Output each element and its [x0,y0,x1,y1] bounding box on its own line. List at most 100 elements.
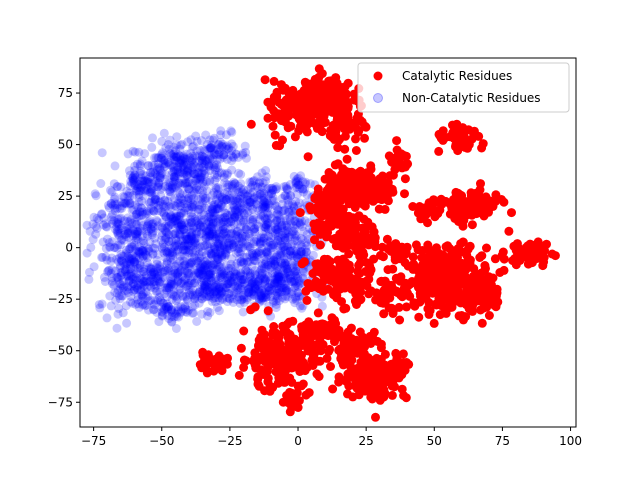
data-point [359,250,369,260]
data-point [142,206,152,216]
data-point [216,126,226,136]
data-point [214,234,224,244]
data-point [211,163,220,173]
data-point [128,190,138,200]
data-point [286,246,296,256]
data-point [451,187,461,197]
data-point [203,357,213,367]
data-point [117,197,127,207]
data-point [130,179,140,189]
data-point [197,151,207,161]
data-point [204,144,214,154]
data-point [146,172,156,182]
data-point [213,149,223,159]
data-point [140,209,150,219]
data-point [343,339,353,349]
y-tick-label: −25 [48,292,73,306]
data-point [175,211,185,221]
data-point [189,169,199,179]
data-point [184,185,194,195]
data-point [171,296,181,306]
data-point [252,235,262,245]
data-point [113,217,123,227]
data-point [315,335,325,345]
data-point [191,174,201,184]
data-point [116,240,125,250]
data-point [224,143,234,153]
data-point [164,182,174,192]
data-point [179,206,189,216]
data-point [171,324,181,333]
data-point [323,284,333,294]
data-point [277,206,287,216]
data-point [402,302,411,312]
data-point [172,165,181,175]
data-point [476,296,486,306]
data-point [209,150,219,160]
data-point [360,133,369,143]
data-point [278,366,287,375]
data-point [113,214,123,224]
data-point [133,248,143,258]
data-point [204,161,214,171]
data-point [202,177,211,187]
data-point [97,252,107,262]
data-point [131,209,141,219]
data-point [209,160,219,170]
data-point [165,135,175,145]
data-point [491,291,501,301]
data-point [147,219,157,229]
data-point [324,192,334,202]
data-point [218,224,228,234]
data-point [227,165,237,175]
data-point [216,130,226,140]
data-point [205,143,215,153]
data-point [182,170,192,180]
data-point [253,206,263,216]
data-point [215,219,225,229]
data-point [199,182,209,191]
data-point [337,240,347,250]
data-point [135,159,145,169]
data-point [163,157,173,167]
data-point [171,209,181,219]
data-point [338,187,348,197]
data-point [211,183,221,193]
data-point [150,153,160,163]
data-point [180,157,190,167]
data-point [133,159,142,169]
data-point [121,198,131,208]
data-point [101,219,111,229]
data-point [170,165,179,175]
data-point [136,173,146,183]
data-point [113,219,123,229]
data-point [161,234,171,244]
data-point [165,248,175,258]
data-point [169,142,179,152]
data-point [262,208,272,218]
data-point [121,265,131,275]
data-point [315,119,325,128]
data-point [354,260,364,270]
data-point [227,146,237,156]
data-point [189,202,199,212]
data-point [182,268,192,278]
data-point [179,208,189,218]
data-point [155,287,165,297]
data-point [100,277,110,286]
data-point [187,142,197,152]
data-point [184,262,194,272]
data-point [172,215,182,225]
data-point [122,257,132,267]
data-point [128,173,138,183]
data-point [134,192,144,202]
data-point [110,161,120,171]
data-point [149,305,158,315]
data-point [165,159,174,169]
data-point [255,214,265,224]
data-point [119,216,129,226]
data-point [167,180,177,190]
data-point [125,217,135,227]
data-point [298,357,308,367]
data-point [265,276,275,286]
